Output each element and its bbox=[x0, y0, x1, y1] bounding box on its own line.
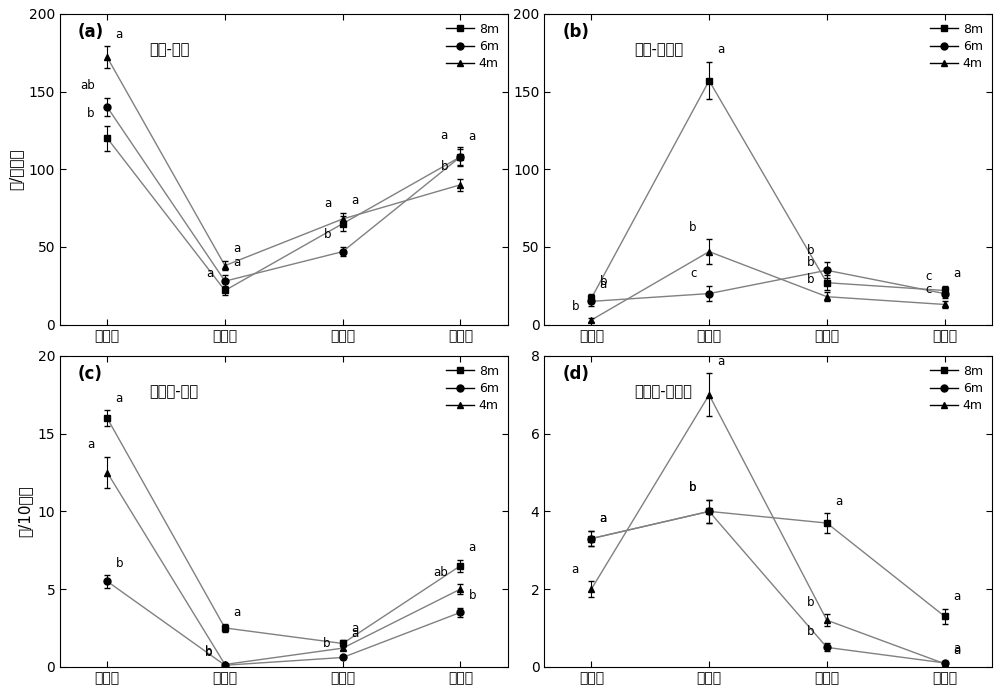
Text: a: a bbox=[469, 541, 476, 554]
Text: b: b bbox=[807, 244, 814, 257]
Text: a: a bbox=[233, 605, 241, 618]
Text: ab: ab bbox=[433, 566, 448, 579]
Text: 萁马-苜蓿: 萁马-苜蓿 bbox=[150, 42, 190, 57]
Text: a: a bbox=[116, 392, 123, 405]
Text: b: b bbox=[689, 481, 697, 494]
Text: (c): (c) bbox=[78, 365, 103, 383]
Text: 小花螈-苜蓿: 小花螈-苜蓿 bbox=[150, 384, 199, 399]
Text: a: a bbox=[469, 130, 476, 144]
Legend: 8m, 6m, 4m: 8m, 6m, 4m bbox=[928, 362, 985, 415]
Text: a: a bbox=[953, 643, 960, 655]
Text: a: a bbox=[953, 643, 960, 657]
Text: (a): (a) bbox=[78, 23, 104, 41]
Legend: 8m, 6m, 4m: 8m, 6m, 4m bbox=[928, 20, 985, 73]
Text: b: b bbox=[205, 645, 212, 658]
Text: b: b bbox=[571, 300, 579, 313]
Y-axis label: 头/10复网: 头/10复网 bbox=[17, 486, 32, 537]
Text: b: b bbox=[807, 273, 814, 287]
Text: a: a bbox=[717, 355, 725, 368]
Text: a: a bbox=[717, 44, 725, 56]
Text: a: a bbox=[600, 512, 607, 525]
Text: b: b bbox=[205, 646, 212, 659]
Text: a: a bbox=[953, 267, 960, 280]
Text: a: a bbox=[441, 129, 448, 142]
Legend: 8m, 6m, 4m: 8m, 6m, 4m bbox=[444, 362, 501, 415]
Text: b: b bbox=[689, 221, 697, 234]
Text: 萁马-百豁根: 萁马-百豁根 bbox=[634, 42, 683, 57]
Text: ab: ab bbox=[80, 79, 95, 92]
Text: a: a bbox=[351, 194, 358, 208]
Text: a: a bbox=[351, 627, 358, 641]
Text: b: b bbox=[116, 557, 123, 570]
Text: b: b bbox=[324, 228, 332, 242]
Text: 小花螈-百豁根: 小花螈-百豁根 bbox=[634, 384, 692, 399]
Legend: 8m, 6m, 4m: 8m, 6m, 4m bbox=[444, 20, 501, 73]
Text: b: b bbox=[807, 625, 814, 638]
Text: a: a bbox=[600, 512, 607, 525]
Text: b: b bbox=[323, 637, 330, 650]
Text: a: a bbox=[324, 197, 332, 210]
Y-axis label: 头/百枝条: 头/百枝条 bbox=[8, 149, 23, 190]
Text: b: b bbox=[600, 275, 607, 288]
Text: c: c bbox=[926, 271, 932, 283]
Text: b: b bbox=[807, 595, 814, 609]
Text: b: b bbox=[87, 107, 95, 120]
Text: a: a bbox=[953, 590, 960, 603]
Text: c: c bbox=[690, 267, 697, 280]
Text: a: a bbox=[600, 278, 607, 291]
Text: c: c bbox=[926, 282, 932, 296]
Text: b: b bbox=[807, 256, 814, 269]
Text: b: b bbox=[469, 589, 476, 602]
Text: a: a bbox=[572, 563, 579, 576]
Text: b: b bbox=[440, 160, 448, 173]
Text: a: a bbox=[835, 495, 842, 508]
Text: b: b bbox=[689, 481, 697, 494]
Text: a: a bbox=[233, 242, 241, 255]
Text: a: a bbox=[233, 256, 241, 269]
Text: a: a bbox=[207, 267, 214, 280]
Text: a: a bbox=[87, 439, 95, 451]
Text: a: a bbox=[116, 28, 123, 41]
Text: (b): (b) bbox=[562, 23, 589, 41]
Text: (d): (d) bbox=[562, 365, 589, 383]
Text: a: a bbox=[351, 622, 358, 635]
